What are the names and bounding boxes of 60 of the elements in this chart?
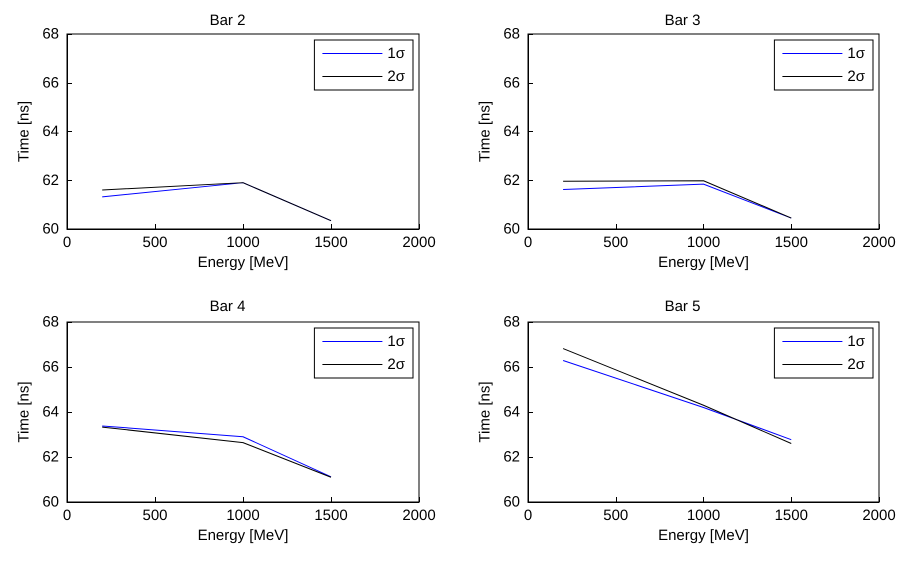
x-tick-label: 0 [62, 507, 72, 524]
x-tick-label: 500 [142, 234, 168, 251]
x-tick-label: 2000 [402, 507, 436, 524]
chart-title: Bar 2 [210, 12, 246, 29]
y-tick-label: 68 [503, 314, 520, 330]
y-tick-label: 60 [42, 220, 59, 238]
y-tick-label: 66 [503, 358, 520, 376]
x-tick-label: 2000 [862, 507, 896, 524]
y-tick-label: 68 [42, 26, 59, 42]
y-tick-label: 62 [503, 172, 520, 189]
y-tick-label: 64 [503, 404, 520, 420]
y-axis-title: Time [ns] [476, 381, 494, 443]
x-axis-title: Energy [MeV] [658, 254, 749, 271]
y-tick-label: 66 [42, 74, 59, 92]
y-tick-label: 66 [42, 358, 59, 376]
x-tick-label: 1000 [226, 234, 260, 251]
y-tick-label: 60 [503, 220, 520, 238]
y-axis-title: Time [ns] [15, 100, 32, 162]
x-tick-label: 1500 [314, 234, 348, 251]
y-tick-label: 62 [42, 448, 59, 466]
x-tick-label: 1500 [314, 507, 348, 524]
x-tick-label: 0 [62, 234, 72, 251]
x-tick-label: 1500 [774, 507, 808, 524]
y-tick-label: 64 [42, 404, 59, 420]
y-tick-label: 62 [42, 172, 59, 189]
y-tick-label: 68 [42, 314, 59, 330]
x-axis-title: Energy [MeV] [198, 254, 288, 271]
x-tick-label: 500 [603, 234, 628, 251]
legend-label: 2σ [387, 68, 406, 85]
x-axis-title: Energy [MeV] [658, 526, 749, 544]
chart-title: Bar 3 [664, 12, 700, 29]
legend-label: 1σ [387, 333, 406, 350]
legend-label: 1σ [847, 333, 866, 350]
x-tick-label: 0 [524, 234, 532, 251]
y-tick-label: 64 [503, 123, 520, 140]
y-axis-title: Time [ns] [15, 381, 32, 443]
legend-label: 2σ [387, 356, 406, 373]
y-tick-label: 60 [42, 494, 59, 510]
y-tick-label: 60 [503, 494, 520, 510]
x-axis-title: Energy [MeV] [198, 526, 288, 544]
x-tick-label: 1000 [226, 507, 260, 524]
x-tick-label: 1500 [774, 234, 808, 251]
legend-label: 2σ [847, 68, 866, 85]
chart-title: Bar 5 [664, 298, 700, 315]
x-tick-label: 0 [524, 507, 532, 524]
legend-label: 1σ [387, 45, 406, 62]
x-tick-label: 2000 [402, 234, 436, 251]
y-tick-label: 66 [503, 74, 520, 92]
legend-label: 1σ [847, 45, 866, 62]
x-tick-label: 1000 [686, 234, 720, 251]
legend-label: 2σ [847, 356, 866, 373]
y-axis-title: Time [ns] [476, 100, 494, 162]
x-tick-label: 500 [142, 507, 168, 524]
y-tick-label: 68 [503, 26, 520, 42]
x-tick-label: 500 [603, 507, 628, 524]
y-tick-label: 64 [42, 123, 59, 140]
chart-title: Bar 4 [210, 298, 246, 315]
y-tick-label: 62 [503, 448, 520, 466]
x-tick-label: 2000 [862, 234, 896, 251]
x-tick-label: 1000 [686, 507, 720, 524]
